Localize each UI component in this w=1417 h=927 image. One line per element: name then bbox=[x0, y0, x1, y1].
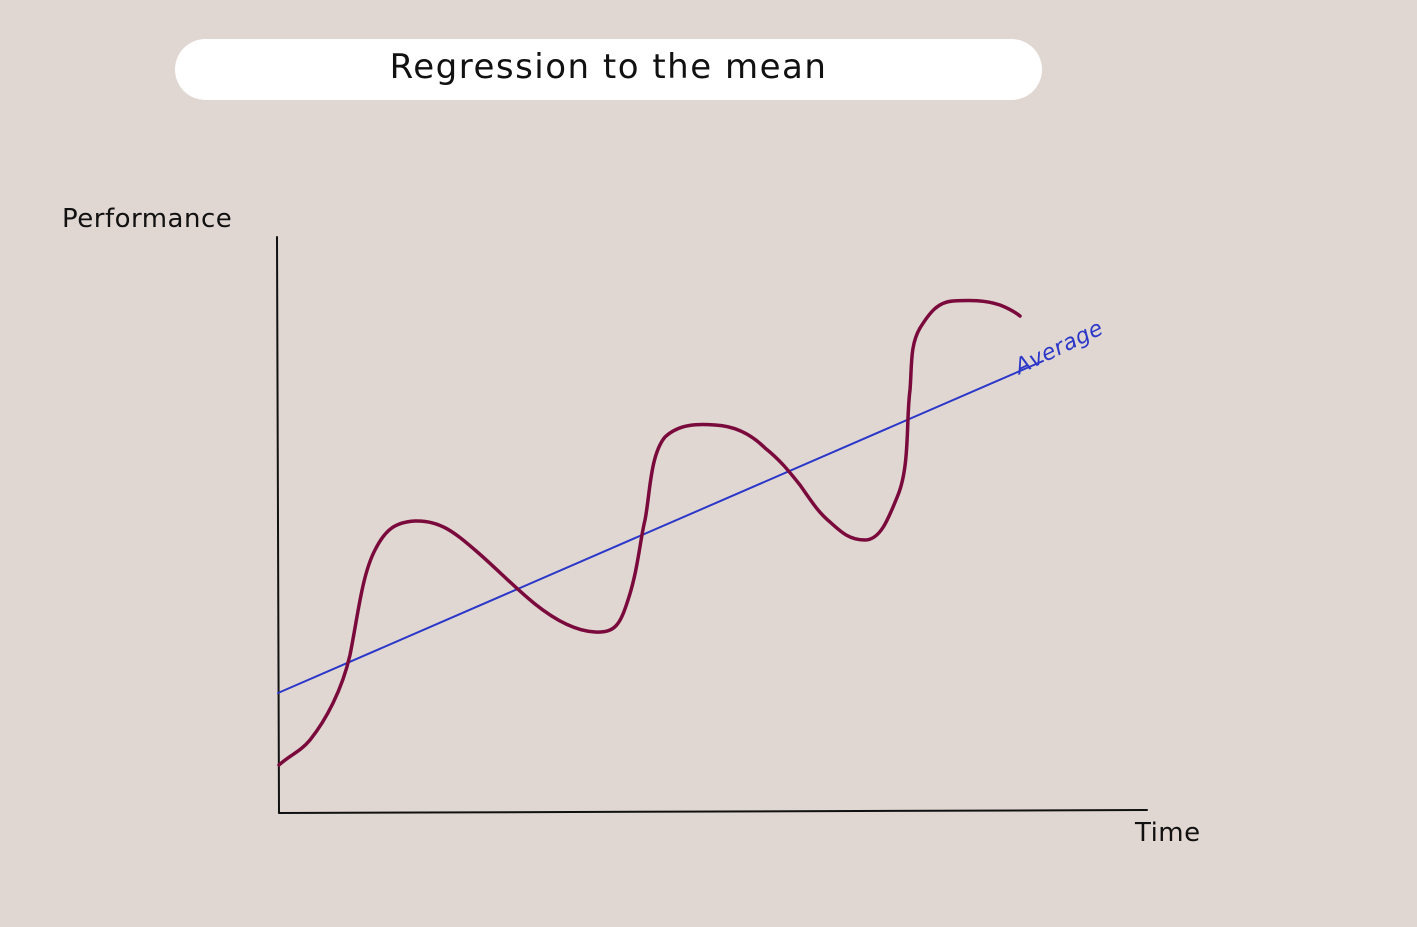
x-axis-label: Time bbox=[1135, 818, 1201, 848]
y-axis-label: Performance bbox=[62, 204, 233, 234]
title-banner: Regression to the mean bbox=[175, 39, 1042, 100]
performance-curve bbox=[277, 298, 1022, 767]
y-axis bbox=[276, 236, 280, 814]
average-line bbox=[277, 360, 1044, 694]
diagram-title: Regression to the mean bbox=[389, 46, 828, 87]
x-axis bbox=[278, 809, 1148, 814]
